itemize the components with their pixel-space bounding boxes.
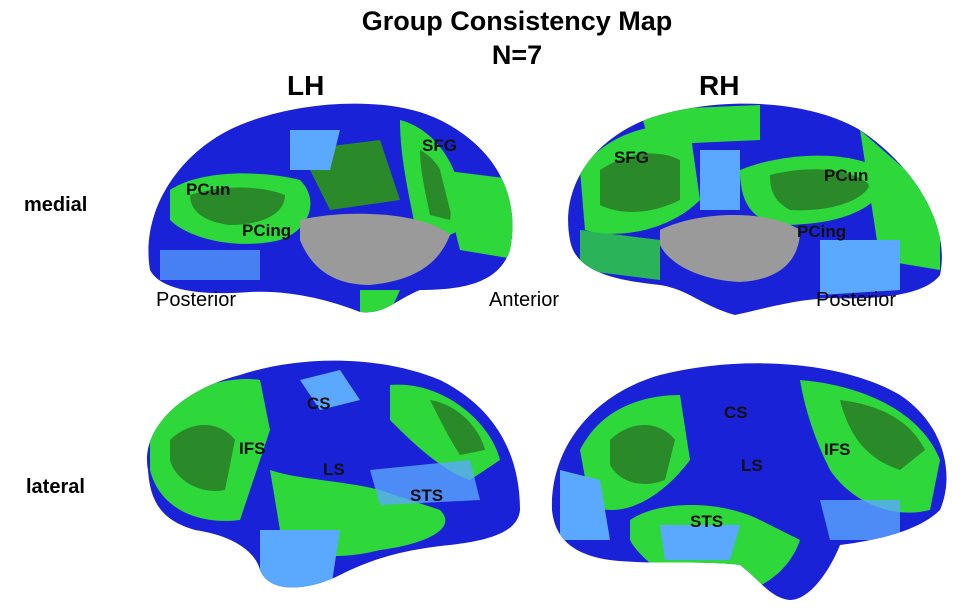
rh-lateral-region-sts: STS [690, 512, 724, 531]
lh-lateral-region-sts: STS [410, 486, 444, 505]
rh-lateral-surface [551, 363, 947, 600]
rh-lateral-region-ifs: IFS [824, 440, 851, 459]
rh-lateral-region-ls: LS [741, 456, 763, 475]
lh-medial-surface [148, 103, 513, 313]
lh-medial-region-sfg: SFG [422, 136, 457, 155]
map-subtitle: N=7 [491, 40, 543, 70]
posterior-label-left: Posterior [156, 289, 237, 311]
lh-lateral-region-cs: CS [307, 394, 331, 413]
lh-header: LH [287, 70, 325, 101]
posterior-label-right: Posterior [816, 289, 897, 311]
row-label-lateral: lateral [26, 476, 85, 498]
rh-medial-region-pcun: PCun [824, 166, 869, 185]
lh-medial-region-pcun: PCun [186, 180, 231, 199]
row-label-medial: medial [24, 194, 88, 216]
rh-medial-surface [568, 103, 942, 316]
rh-lateral-region-cs: CS [724, 403, 748, 422]
rh-medial-region-pcing: PCing [797, 222, 847, 241]
map-title: Group Consistency Map [361, 6, 673, 36]
lh-lateral-region-ifs: IFS [239, 439, 266, 458]
lh-lateral-region-ls: LS [323, 460, 345, 479]
rh-header: RH [699, 70, 740, 101]
lh-medial-region-pcing: PCing [242, 221, 292, 240]
rh-medial-region-sfg: SFG [614, 148, 649, 167]
anterior-label: Anterior [489, 289, 560, 311]
